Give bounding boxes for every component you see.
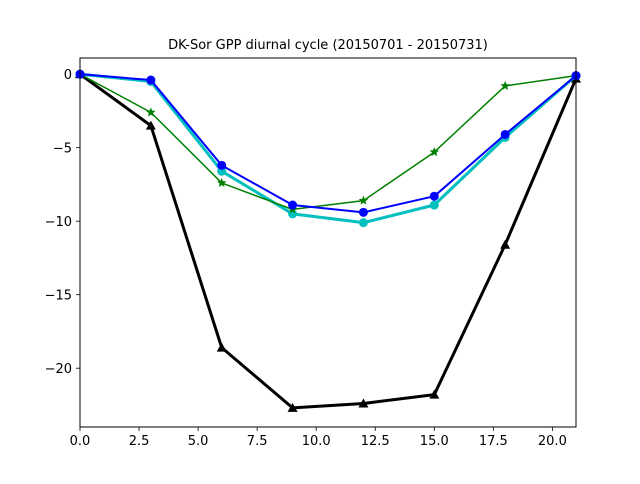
- data-point: [287, 402, 298, 412]
- x-tick-label: 10.0: [302, 434, 331, 449]
- data-point: [429, 200, 439, 210]
- data-point: [145, 120, 156, 130]
- data-point: [500, 129, 510, 139]
- y-tick-label: −10: [45, 215, 72, 230]
- series-line-4: [79, 73, 577, 214]
- series-line-3: [79, 73, 577, 211]
- data-point: [146, 75, 156, 85]
- plot-frame: [79, 57, 577, 428]
- x-tick-label: 17.5: [479, 434, 508, 449]
- x-tick-label: 15.0: [420, 434, 449, 449]
- data-point: [500, 239, 511, 249]
- x-tick-label: 20.0: [538, 434, 567, 449]
- x-tick-label: 7.5: [247, 434, 268, 449]
- x-tick-label: 5.0: [188, 434, 209, 449]
- y-tick-label: −5: [53, 142, 72, 157]
- data-point: [358, 398, 369, 408]
- x-tick-label: 12.5: [361, 434, 390, 449]
- data-point: [429, 389, 440, 399]
- series-line-1: [78, 72, 578, 410]
- series-line-2: [78, 72, 578, 225]
- data-point: [429, 147, 440, 157]
- y-tick-label: −20: [45, 362, 72, 377]
- x-tick-label: 2.5: [129, 434, 150, 449]
- plot-area: 0.0 2.5 5.0 7.5 10.0 12.5 15.0 17.5 20.0 0 −5 −10 −1…: [45, 57, 581, 449]
- y-tick-label: −15: [45, 289, 72, 304]
- data-point: [288, 200, 298, 210]
- data-point: [146, 107, 156, 117]
- data-point: [216, 342, 227, 352]
- data-point: [500, 80, 510, 90]
- data-point: [216, 177, 227, 188]
- y-tick-label: 0: [64, 68, 72, 83]
- data-point: [429, 191, 439, 201]
- x-tick-label: 0.0: [70, 434, 91, 449]
- data-point: [358, 207, 368, 217]
- data-point: [358, 218, 368, 228]
- chart-title: DK-Sor GPP diurnal cycle (20150701 - 201…: [168, 38, 488, 53]
- data-point: [358, 195, 369, 205]
- data-point: [217, 160, 227, 170]
